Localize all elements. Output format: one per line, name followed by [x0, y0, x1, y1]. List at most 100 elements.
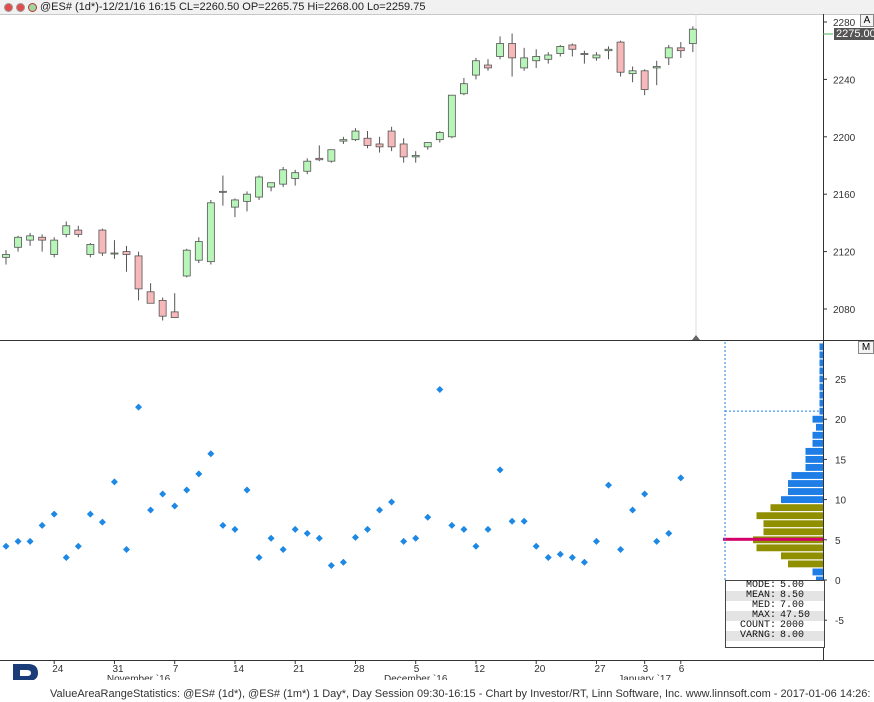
stat-dot	[38, 521, 46, 529]
stat-dot	[605, 481, 612, 489]
stat-dot	[279, 545, 287, 553]
stat-dot	[74, 542, 82, 550]
stats-row: MAX: 47.50	[726, 611, 824, 621]
stat-dot	[26, 537, 34, 545]
histogram-bar	[819, 375, 823, 383]
last-price-label: 2275.00	[834, 28, 874, 40]
candle-body	[604, 48, 613, 52]
stat-dot	[62, 553, 70, 561]
histogram-bar	[819, 391, 823, 399]
close-dot-icon[interactable]	[4, 3, 13, 12]
price-tick-label: 2080	[833, 305, 856, 316]
price-panel-button[interactable]: A	[860, 14, 874, 27]
time-tick-label: 24	[52, 664, 64, 675]
candle-body	[640, 70, 649, 90]
mode-line	[723, 537, 823, 541]
stat-tick-label: 15	[835, 455, 847, 466]
candle-body	[496, 43, 504, 57]
histogram-bar	[812, 431, 823, 439]
stat-panel-button[interactable]: M	[858, 341, 874, 354]
stat-dot	[472, 542, 480, 550]
histogram-bar	[788, 480, 823, 487]
stat-dot	[291, 525, 299, 533]
stat-dot	[255, 553, 263, 561]
stats-row: MEAN: 8.50	[726, 591, 824, 601]
stat-dot	[110, 478, 118, 486]
time-tick-label: 21	[293, 664, 305, 675]
candle-body	[327, 149, 336, 162]
candle-body	[520, 57, 529, 69]
stat-dot	[50, 510, 58, 518]
candle-body	[447, 94, 456, 138]
histogram-bar	[812, 415, 823, 423]
candle-body	[170, 311, 179, 319]
stat-dot	[14, 537, 22, 545]
menu-dot-icon[interactable]	[28, 3, 37, 12]
stat-dot	[195, 470, 203, 478]
time-tick-label: 3	[643, 664, 649, 675]
histogram-bar	[788, 560, 823, 568]
footer-bar: ValueAreaRangeStatistics: @ES# (1d*), @E…	[0, 680, 874, 702]
stat-tick-label: 10	[835, 496, 847, 507]
price-tick-label: 2120	[833, 248, 856, 259]
stat-dot	[183, 486, 191, 494]
candle-body	[231, 199, 239, 208]
candle-body	[50, 239, 59, 255]
stats-row: MED: 7.00	[751, 600, 805, 611]
histogram-bar	[756, 544, 823, 552]
candle-body	[616, 41, 625, 73]
candle-body	[459, 83, 468, 95]
candle-body	[62, 225, 71, 235]
histogram-bar	[819, 383, 823, 391]
price-tick-label: 2160	[833, 190, 856, 201]
stat-dot	[364, 525, 371, 533]
time-tick-label: 12	[474, 664, 486, 675]
candle-body	[2, 254, 10, 258]
stat-dot	[580, 558, 588, 566]
histogram-bar	[791, 472, 823, 479]
time-tick-label: 31	[112, 664, 124, 675]
histogram-bar	[819, 367, 823, 375]
stat-dot	[460, 525, 468, 533]
maximize-dot-icon[interactable]	[16, 3, 25, 12]
time-tick-label: 20	[534, 664, 546, 675]
candle-body	[592, 54, 601, 59]
candle-body	[664, 47, 673, 59]
stat-dot	[556, 550, 564, 558]
histogram-bar	[781, 552, 823, 560]
candle-body	[255, 176, 263, 198]
time-tick-label: 28	[353, 664, 365, 675]
stat-dot	[448, 521, 456, 529]
stat-dot	[376, 506, 384, 514]
stat-dot	[544, 553, 552, 561]
candle-body	[158, 299, 167, 317]
candle-body	[351, 130, 360, 141]
candle-body	[194, 241, 203, 261]
stat-dot	[665, 529, 673, 537]
histogram-bar	[805, 455, 823, 463]
candle-body	[580, 53, 589, 55]
stat-dot	[231, 525, 239, 533]
stat-dot	[653, 537, 661, 545]
candle-body	[86, 244, 95, 255]
stat-dot	[86, 510, 94, 518]
price-tick-label: 2240	[833, 75, 856, 86]
stat-dot	[520, 517, 528, 525]
stats-row: MODE: 5.00	[745, 580, 805, 591]
histogram-bar	[805, 447, 823, 455]
candle-body	[315, 157, 324, 161]
candle-body	[134, 255, 143, 290]
candle-body	[303, 160, 312, 172]
candle-body	[267, 182, 276, 188]
time-tick-label: 7	[173, 664, 179, 675]
candle-body	[411, 155, 420, 158]
candle-body	[14, 236, 22, 248]
cursor-marker-icon	[692, 335, 700, 340]
histogram-bar	[819, 343, 823, 351]
stat-dot	[388, 498, 396, 506]
chart-title: @ES# (1d*)-12/21/16 16:15 CL=2260.50 OP=…	[40, 1, 426, 13]
candle-body	[435, 132, 444, 141]
price-tick-label: 2280	[833, 18, 856, 29]
stat-dot	[351, 533, 359, 541]
stat-dot	[147, 506, 155, 514]
